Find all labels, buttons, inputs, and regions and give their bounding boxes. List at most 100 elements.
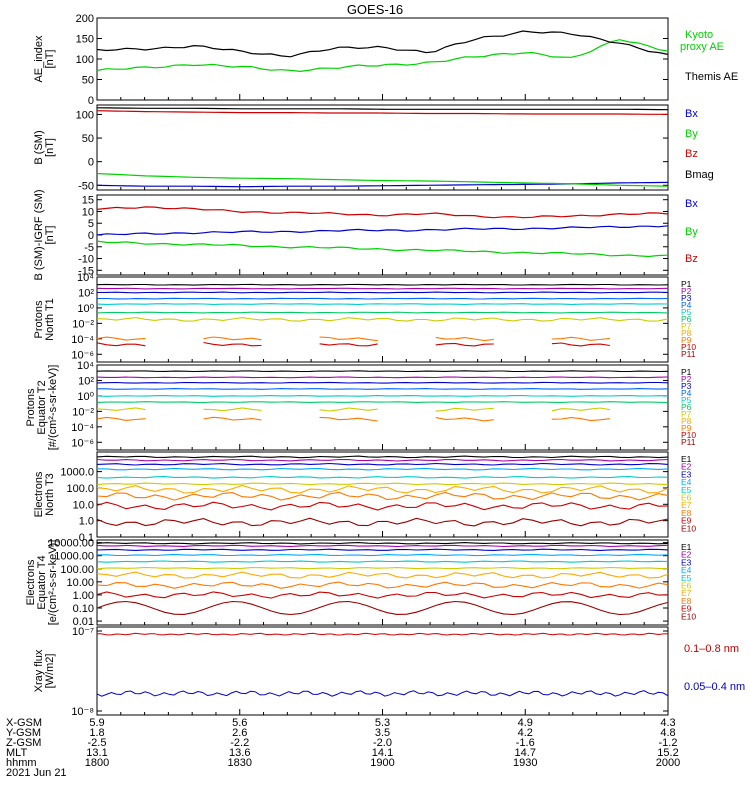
- legend-label: P5: [681, 395, 692, 405]
- y-tick-label: 100.00: [60, 564, 94, 576]
- ephem-label: hhmm: [6, 757, 37, 769]
- ephem-value: 5.9: [89, 717, 104, 729]
- legend-label: Bz: [685, 253, 698, 265]
- ephem-value: 13.1: [86, 747, 107, 759]
- y-tick-label: 10000.00: [48, 538, 94, 550]
- channel-line-e6: [96, 566, 669, 570]
- legend-label: P6: [681, 314, 692, 324]
- legend-label: E3: [681, 469, 692, 479]
- y-tick-label: 0: [88, 95, 94, 107]
- legend-label: E9: [681, 516, 692, 526]
- legend-label: E3: [681, 557, 692, 567]
- legend-label: E4: [681, 565, 692, 575]
- legend-label: P3: [681, 381, 692, 391]
- legend-label: P8: [681, 416, 692, 426]
- y-tick-label: -50: [78, 180, 94, 192]
- channel-line-e6: [96, 482, 669, 486]
- series-line-kyoto-proxy-ae: [96, 39, 669, 73]
- y-tick-label: 10.0: [73, 499, 94, 511]
- ephem-value: 1.8: [89, 727, 104, 739]
- y-tick-label: 10⁰: [77, 391, 94, 403]
- legend-label: P10: [681, 342, 696, 352]
- legend-label: E8: [681, 508, 692, 518]
- y-tick-label: -10: [78, 254, 94, 266]
- channel-line-p5: [96, 303, 669, 305]
- legend-label: P4: [681, 388, 692, 398]
- ephem-value: -1.2: [659, 737, 678, 749]
- legend-label: E2: [681, 462, 692, 472]
- y-tick-label: 10⁻⁶: [71, 437, 94, 449]
- legend-label: Bx: [685, 108, 698, 120]
- y-tick-label: 50: [82, 75, 94, 87]
- channel-line-e9: [96, 591, 669, 599]
- legend-label: P9: [681, 423, 692, 433]
- channel-line-p1: [96, 370, 669, 373]
- legend-label: E7: [681, 500, 692, 510]
- y-tick-label: 10⁻⁴: [71, 334, 94, 346]
- channel-line-e5: [96, 560, 669, 563]
- legend-label: P3: [681, 293, 692, 303]
- y-tick-label: 1.00: [73, 590, 94, 602]
- panel-ee: 0.010.101.0010.00100.001000.0010000.00El…: [25, 538, 696, 628]
- date-label: 2021 Jun 21: [6, 767, 67, 779]
- y-tick-label: 0.1: [79, 532, 94, 544]
- channel-line-p9: [97, 337, 668, 341]
- y-axis-label: ElectronsNorth T3: [33, 471, 56, 517]
- y-tick-label: 5: [88, 218, 94, 230]
- y-tick-label: 200: [76, 13, 94, 25]
- legend-label: E2: [681, 550, 692, 560]
- legend-label: E4: [681, 477, 692, 487]
- channel-line-p4: [97, 388, 669, 390]
- y-axis-label: AE_index[nT]: [33, 35, 56, 83]
- ephem-value: -1.6: [516, 737, 535, 749]
- y-tick-label: 0.01: [73, 616, 94, 628]
- y-tick-label: 50: [82, 133, 94, 145]
- channel-line-e2: [96, 458, 669, 462]
- legend-label: Bx: [685, 198, 698, 210]
- ephem-value: 3.5: [375, 727, 390, 739]
- legend-label: E9: [681, 604, 692, 614]
- channel-line-p7: [96, 317, 669, 322]
- legend-label: P11: [681, 437, 696, 447]
- y-tick-label: 10⁻⁴: [71, 422, 94, 434]
- legend-label: P8: [681, 328, 692, 338]
- xray-line-0: [96, 632, 669, 636]
- legend-label: proxy AE: [680, 41, 724, 53]
- ephem-value: 1930: [513, 757, 537, 769]
- series-line-by: [96, 172, 669, 187]
- series-line-bz: [96, 206, 669, 219]
- y-tick-label: 10²: [78, 287, 94, 299]
- ephem-value: 2000: [656, 757, 680, 769]
- channel-line-p3: [96, 381, 669, 384]
- series-line-by: [96, 240, 669, 258]
- y-axis-label: ProtonsEquator T2[#/(cm²-s-sr-keV)]: [25, 365, 59, 451]
- legend-label: P1: [681, 279, 692, 289]
- ephem-value: 4.3: [660, 717, 675, 729]
- legend-label: P5: [681, 307, 692, 317]
- ephem-value: 4.9: [518, 717, 533, 729]
- ephem-value: 13.6: [229, 747, 250, 759]
- channel-line-e1: [96, 455, 669, 459]
- channel-line-p6: [96, 401, 669, 404]
- series-line-bx: [96, 225, 669, 236]
- ephem-value: 14.7: [515, 747, 536, 759]
- legend-label: Themis AE: [685, 71, 738, 83]
- legend-label: P7: [681, 321, 692, 331]
- channel-line-p5: [96, 395, 669, 397]
- channel-line-p6: [96, 311, 669, 314]
- y-tick-label: 10.00: [66, 577, 94, 589]
- y-axis-label: ProtonsNorth T1: [33, 298, 56, 341]
- y-tick-label: 10⁻⁶: [71, 349, 94, 361]
- channel-line-e8: [96, 581, 669, 589]
- channel-line-e5: [96, 476, 669, 479]
- legend-label: Kyoto: [685, 29, 713, 41]
- legend-label: E6: [681, 581, 692, 591]
- legend-label: E7: [681, 588, 692, 598]
- panel-pn: 10⁻⁶ 10⁻⁴ 10⁻² 10⁰ 10² 10⁴ ProtonsNorth T1 P1P2…: [33, 272, 696, 363]
- channel-line-p4: [97, 297, 669, 300]
- ephem-value: 2.6: [232, 727, 247, 739]
- legend-label: P2: [681, 286, 692, 296]
- y-tick-label: -15: [78, 265, 94, 277]
- y-tick-label: 10: [82, 206, 94, 218]
